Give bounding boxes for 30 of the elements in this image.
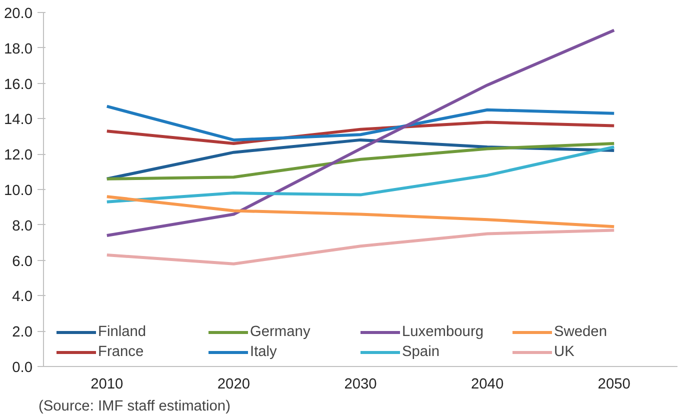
line-series <box>105 28 616 238</box>
line-series <box>105 228 616 266</box>
y-tick-label: 18.0 <box>4 41 33 58</box>
text: (Source: IMF staff estimation) <box>38 398 230 414</box>
y-tick-label: 2.0 <box>12 324 32 341</box>
x-tick-label: 2050 <box>598 376 630 392</box>
legend-label: Italy <box>250 344 278 360</box>
legend-label: Luxembourg <box>402 324 484 340</box>
legend-label: Spain <box>402 344 440 360</box>
legend-label: Finland <box>98 324 148 340</box>
y-tick-label: 4.0 <box>12 289 32 306</box>
legend-label: Germany <box>250 324 312 340</box>
y-tick-label: 12.0 <box>4 148 33 164</box>
line-series <box>105 104 616 142</box>
y-tick-label: 6.0 <box>12 254 32 270</box>
y-tick-label: 0.0 <box>12 360 32 376</box>
y-tick-label: 10.0 <box>4 183 33 199</box>
legend-label: Sweden <box>554 324 608 340</box>
x-tick-label: 2010 <box>90 376 124 392</box>
y-tick-label: 8.0 <box>12 218 32 234</box>
legend-label: France <box>98 344 145 360</box>
line-series <box>105 195 616 228</box>
x-tick-label: 2040 <box>471 376 504 392</box>
y-tick-label: 20.0 <box>4 6 33 22</box>
x-tick-label: 2030 <box>344 376 377 392</box>
x-tick-label: 2020 <box>217 376 250 392</box>
line-series <box>105 146 616 204</box>
y-tick-label: 14.0 <box>4 112 33 128</box>
y-tick-label: 16.0 <box>4 76 33 93</box>
legend-label: UK <box>554 344 576 360</box>
